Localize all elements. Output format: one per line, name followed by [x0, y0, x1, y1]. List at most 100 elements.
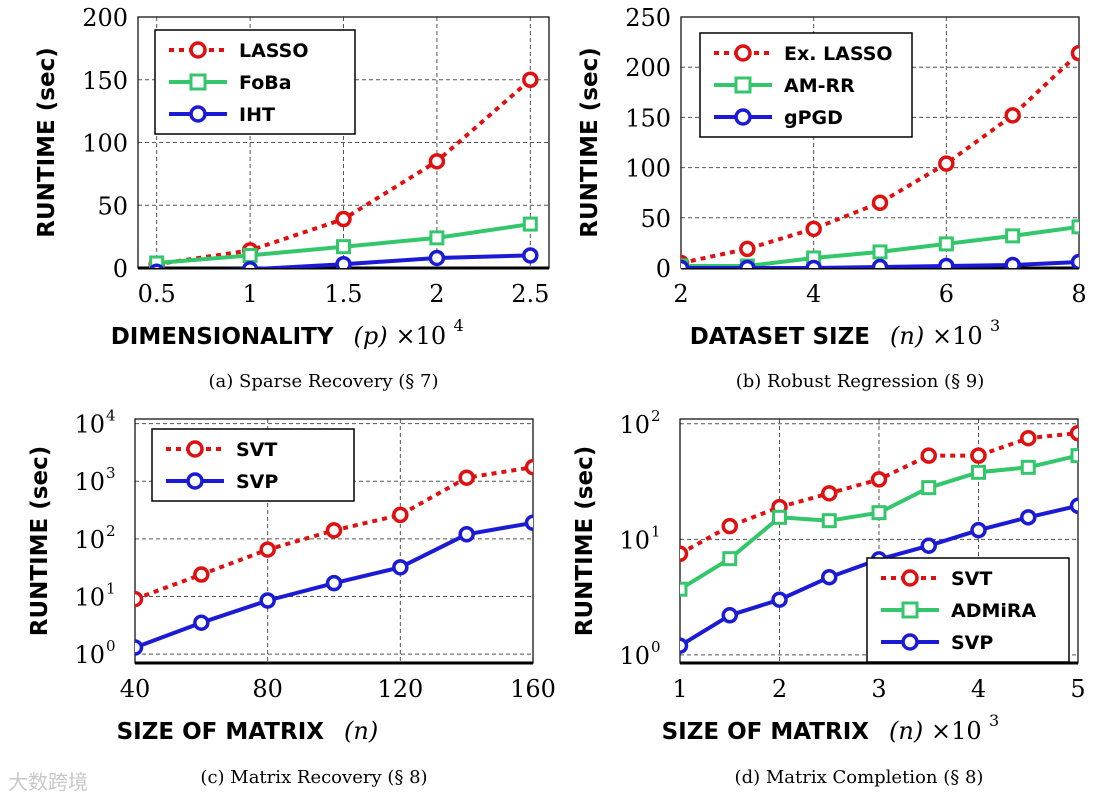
- x-tick-label: 160: [510, 675, 556, 703]
- legend-label: SVP: [236, 471, 278, 493]
- x-axis-label: DATASET SIZE: [690, 324, 870, 350]
- data-point: [135, 639, 144, 656]
- x-axis-label: DIMENSIONALITY: [111, 324, 334, 350]
- x-tick-label: 40: [120, 675, 151, 703]
- y-tick-label: 200: [625, 54, 671, 82]
- data-point: [259, 592, 276, 609]
- data-point: [1069, 497, 1078, 515]
- y-tick-label: 0: [656, 255, 671, 283]
- data-point: [938, 155, 955, 172]
- data-point: [871, 194, 889, 211]
- x-tick-label: 4: [971, 675, 986, 703]
- data-point: [1020, 509, 1037, 526]
- data-point: [772, 509, 787, 525]
- panel-caption: (d) Matrix Completion (§ 8): [735, 767, 984, 788]
- panel-caption: (b) Robust Regression (§ 9): [736, 371, 985, 392]
- data-point: [680, 545, 689, 562]
- x-tick-label: 1: [672, 675, 687, 703]
- x-tick-label: 2.5: [511, 280, 549, 308]
- data-point: [680, 581, 688, 597]
- legend-box: [151, 428, 355, 502]
- data-point: [1004, 256, 1021, 268]
- data-point: [524, 458, 533, 476]
- panel-caption: (a) Sparse Recovery (§ 7): [209, 371, 439, 392]
- x-tick-label: 2: [772, 675, 787, 703]
- y-tick-label: 50: [97, 192, 128, 220]
- chart-panel-1: 0.5 1 1.5 2 2.5 0 50 100 150 200 RUNTIME (sec) DIME…: [34, 4, 550, 392]
- y-tick-label: 10: [619, 526, 650, 554]
- panel-caption: (c) Matrix Recovery (§ 8): [200, 767, 427, 788]
- data-point: [739, 240, 756, 258]
- x-tick-label: 8: [1071, 280, 1086, 308]
- data-point: [1020, 459, 1036, 475]
- y-tick-exponent: 4: [106, 407, 116, 425]
- x-tick-label: 0.5: [138, 280, 176, 308]
- data-point: [429, 230, 445, 246]
- y-tick-exponent: 1: [651, 522, 661, 540]
- x-axis-unit: ×10: [931, 717, 982, 745]
- legend: SVT ADMiRA SVP: [866, 557, 1070, 663]
- y-tick-exponent: 0: [106, 637, 116, 655]
- x-axis-variable: (n): [890, 322, 924, 350]
- y-tick-label: 150: [82, 67, 128, 95]
- x-axis-variable: (p): [354, 322, 388, 350]
- data-point: [920, 447, 937, 464]
- y-tick-label: 10: [74, 526, 105, 554]
- data-point: [241, 261, 259, 268]
- data-point: [1069, 424, 1078, 442]
- data-point: [325, 522, 343, 539]
- data-point: [872, 244, 888, 260]
- y-axis-label: RUNTIME (sec): [34, 47, 60, 237]
- watermark: 大数跨境: [8, 770, 88, 794]
- data-point: [149, 255, 165, 268]
- data-point: [428, 153, 446, 170]
- data-point: [325, 574, 343, 592]
- y-tick-exponent: 2: [651, 407, 661, 425]
- series-line-svt: [680, 431, 1078, 556]
- chart-panel-2: 2 4 6 8 0 50 100 150 200 250 RUNTIME (sec) DATASET …: [577, 4, 1087, 392]
- legend: Ex. LASSO AM-RR gPGD: [699, 32, 913, 138]
- y-tick-label: 100: [625, 155, 671, 183]
- data-point: [1071, 219, 1079, 235]
- data-point: [970, 447, 987, 464]
- data-point: [971, 464, 986, 480]
- data-point: [392, 506, 409, 524]
- legend: SVT SVP: [151, 428, 355, 502]
- data-point: [805, 259, 822, 268]
- x-axis-unit-exponent: 3: [989, 711, 999, 730]
- y-tick-label: 150: [625, 104, 671, 132]
- legend-marker: [734, 76, 752, 94]
- legend-marker: [734, 108, 752, 126]
- data-point: [821, 485, 838, 502]
- y-tick-label: 10: [74, 411, 105, 439]
- data-point: [681, 259, 690, 268]
- data-point: [938, 236, 954, 252]
- data-point: [771, 591, 788, 608]
- y-tick-label: 10: [74, 641, 105, 669]
- data-point: [1004, 107, 1021, 124]
- data-point: [871, 505, 887, 521]
- data-point: [193, 614, 210, 631]
- y-tick-label: 10: [74, 468, 105, 496]
- legend-label: SVT: [236, 439, 277, 461]
- data-point: [920, 537, 937, 554]
- x-tick-label: 6: [939, 280, 954, 308]
- data-point: [1070, 253, 1079, 268]
- data-point: [739, 259, 756, 268]
- x-axis-variable: (n): [344, 717, 378, 745]
- data-point: [805, 220, 822, 238]
- y-tick-label: 200: [82, 4, 128, 32]
- y-tick-exponent: 2: [106, 522, 116, 540]
- data-point: [522, 71, 539, 88]
- x-tick-label: 5: [1070, 675, 1085, 703]
- legend-label: FoBa: [239, 72, 292, 94]
- data-point: [193, 566, 210, 583]
- legend-label: Ex. LASSO: [784, 43, 893, 65]
- data-point: [870, 471, 888, 488]
- y-tick-label: 0: [113, 255, 128, 283]
- data-point: [458, 526, 475, 543]
- x-axis-unit-exponent: 3: [990, 316, 1000, 335]
- data-point: [336, 239, 351, 255]
